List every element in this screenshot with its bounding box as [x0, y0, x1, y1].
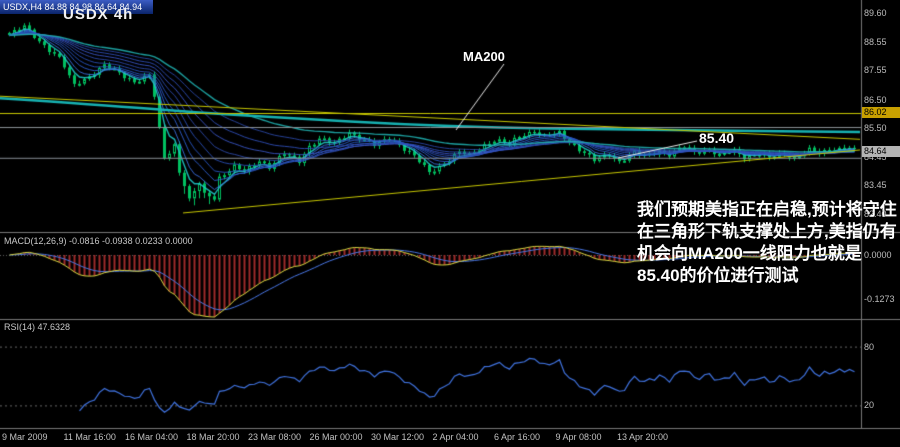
date-label: 11 Mar 16:00	[63, 432, 116, 442]
symbol-timeframe-label: USDX 4h	[63, 6, 134, 23]
price-tick: 85.50	[864, 122, 887, 133]
price-tick: 83.45	[864, 179, 887, 190]
price-line-badge: 84.64	[862, 145, 900, 157]
analysis-note[interactable]: 我们预期美指正在启稳,预计将守住在三角形下轨支撑处上方,美指仍有机会向MA200…	[637, 200, 897, 285]
price-tick: 87.55	[864, 65, 887, 76]
macd-indicator-label: MACD(12,26,9) -0.0816 -0.0938 0.0233 0.0…	[4, 236, 193, 246]
ma200-annotation-label[interactable]: MA200	[463, 49, 505, 64]
date-label: 9 Apr 08:00	[555, 432, 602, 442]
price-tick: 89.60	[864, 7, 887, 18]
price-tick: 88.55	[864, 37, 887, 48]
price-tick: 82.40	[864, 209, 887, 220]
date-label: 2 Apr 04:00	[432, 432, 479, 442]
date-label: 26 Mar 00:00	[309, 432, 363, 442]
price-line-badge: 86.02	[862, 107, 900, 118]
rsi-indicator-label: RSI(14) 47.6328	[4, 322, 71, 332]
date-label: 18 Mar 20:00	[186, 432, 240, 442]
price-tick: 86.50	[864, 94, 887, 105]
date-label: 9 Mar 2009	[2, 432, 48, 442]
rsi-tick: 80	[864, 341, 875, 352]
date-label: 30 Mar 12:00	[371, 432, 425, 442]
date-label: 6 Apr 16:00	[494, 432, 541, 442]
date-label: 13 Apr 20:00	[617, 432, 669, 442]
macd-tick: 0.0000	[864, 250, 892, 260]
date-label: 16 Mar 04:00	[125, 432, 179, 442]
price-tick: 84.45	[864, 151, 887, 162]
level-85-40-annotation-label[interactable]: 85.40	[699, 130, 735, 146]
rsi-tick: 20	[864, 400, 875, 411]
macd-tick: -0.1273	[864, 294, 895, 304]
date-label: 23 Mar 08:00	[248, 432, 302, 442]
chart-window-titlebar[interactable]: USDX,H4 84.88 84.98 84.64 84.94	[0, 0, 153, 14]
